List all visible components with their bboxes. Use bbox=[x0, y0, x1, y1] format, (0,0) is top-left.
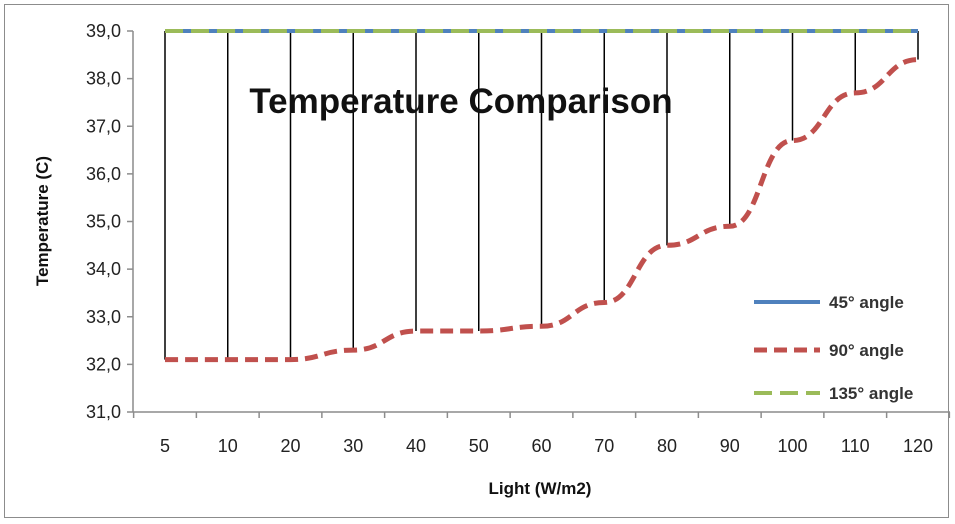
y-axis-ticks: 31,0 32,0 33,0 34,0 35,0 36,0 37,0 38,0 39,0 bbox=[86, 21, 133, 422]
y-tick-label: 31,0 bbox=[86, 402, 121, 422]
x-tick-label: 100 bbox=[777, 436, 807, 456]
x-tick-label: 110 bbox=[841, 436, 870, 456]
x-axis-title: Light (W/m2) bbox=[489, 479, 592, 498]
x-tick-label: 120 bbox=[903, 436, 933, 456]
chart-frame bbox=[4, 4, 949, 518]
series-line-2 bbox=[165, 57, 919, 363]
x-tick-label: 20 bbox=[280, 436, 300, 456]
legend: 45° angle 90° angle 135° angle bbox=[754, 293, 913, 403]
y-axis-title: Temperature (C) bbox=[33, 156, 52, 286]
x-tick-label: 10 bbox=[218, 436, 238, 456]
y-tick-label: 35,0 bbox=[86, 212, 121, 232]
x-tick-label: 5 bbox=[160, 436, 170, 456]
x-tick-label: 40 bbox=[406, 436, 426, 456]
chart-title: Temperature Comparison bbox=[249, 82, 672, 121]
drop-lines bbox=[164, 31, 919, 360]
x-tick-label: 60 bbox=[531, 436, 551, 456]
legend-label: 45° angle bbox=[829, 293, 904, 312]
y-tick-label: 32,0 bbox=[86, 354, 121, 374]
x-tick-label: 80 bbox=[657, 436, 677, 456]
x-tick-label: 50 bbox=[469, 436, 489, 456]
x-axis-ticks: 5 10 20 30 40 50 60 70 80 90 100 110 120 bbox=[132, 412, 951, 456]
x-tick-label: 90 bbox=[720, 436, 740, 456]
y-tick-label: 34,0 bbox=[86, 259, 121, 279]
legend-label: 90° angle bbox=[829, 341, 904, 360]
y-tick-label: 39,0 bbox=[86, 21, 121, 41]
y-tick-label: 33,0 bbox=[86, 307, 121, 327]
y-tick-label: 37,0 bbox=[86, 116, 121, 136]
x-tick-label: 30 bbox=[343, 436, 363, 456]
legend-label: 135° angle bbox=[829, 384, 913, 403]
x-tick-label: 70 bbox=[594, 436, 614, 456]
series-lines bbox=[164, 29, 919, 363]
y-tick-label: 36,0 bbox=[86, 164, 121, 184]
y-tick-label: 38,0 bbox=[86, 69, 121, 89]
